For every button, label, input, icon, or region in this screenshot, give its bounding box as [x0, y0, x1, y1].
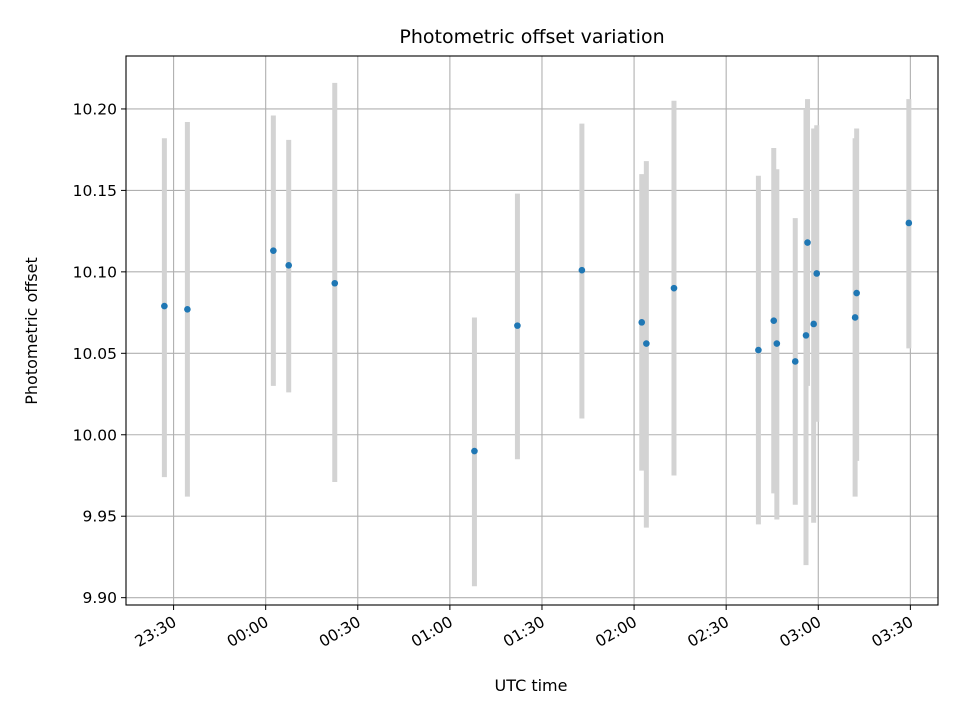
data-point — [270, 247, 277, 254]
x-tick-label: 02:30 — [684, 613, 732, 651]
data-point — [514, 322, 521, 329]
x-axis-label: UTC time — [495, 676, 568, 695]
x-tick-label: 00:30 — [316, 613, 364, 651]
y-tick-label: 10.05 — [73, 345, 117, 363]
y-tick-label: 10.00 — [73, 426, 117, 444]
x-tick-label: 00:00 — [224, 613, 272, 651]
chart-title: Photometric offset variation — [399, 26, 664, 48]
data-point — [802, 332, 810, 339]
data-point — [670, 284, 678, 292]
x-tick-label: 23:30 — [132, 613, 180, 651]
data-point — [804, 239, 811, 246]
y-axis-ticks: 9.90 9.95 10.00 10.05 10.10 10.15 10.20 — [73, 100, 126, 607]
plot-background — [126, 56, 938, 605]
x-tick-label: 01:30 — [500, 613, 548, 651]
data-point — [813, 270, 821, 277]
data-point — [161, 302, 168, 310]
x-tick-label: 01:00 — [408, 613, 456, 651]
data-point — [770, 317, 778, 325]
data-point — [791, 358, 799, 365]
data-point — [285, 262, 293, 269]
y-tick-label: 10.10 — [73, 263, 117, 281]
y-tick-label: 10.20 — [73, 100, 117, 118]
data-point — [471, 447, 478, 455]
plot-frame — [125, 55, 939, 606]
y-tick-label: 9.95 — [82, 508, 117, 526]
x-axis-ticks: 23:30 00:00 00:30 01:00 01:30 02:00 02:30 03:00… — [132, 605, 916, 651]
data-point — [643, 340, 650, 347]
data-point — [578, 266, 586, 274]
data-point — [755, 346, 762, 354]
data-point — [810, 320, 817, 328]
data-point — [853, 289, 860, 297]
data-point — [638, 319, 646, 326]
y-tick-label: 10.15 — [73, 182, 117, 200]
data-point — [331, 279, 339, 287]
data-point — [773, 340, 781, 347]
y-axis-label: Photometric offset — [22, 257, 41, 405]
x-tick-label: 02:00 — [592, 613, 640, 651]
x-tick-label: 03:00 — [777, 613, 825, 651]
y-tick-label: 9.90 — [82, 589, 117, 607]
data-point — [851, 314, 859, 321]
data-point — [184, 306, 191, 313]
y-grid — [126, 108, 938, 599]
data-points — [161, 219, 913, 455]
data-point — [905, 219, 913, 227]
x-tick-label: 03:30 — [869, 613, 917, 651]
